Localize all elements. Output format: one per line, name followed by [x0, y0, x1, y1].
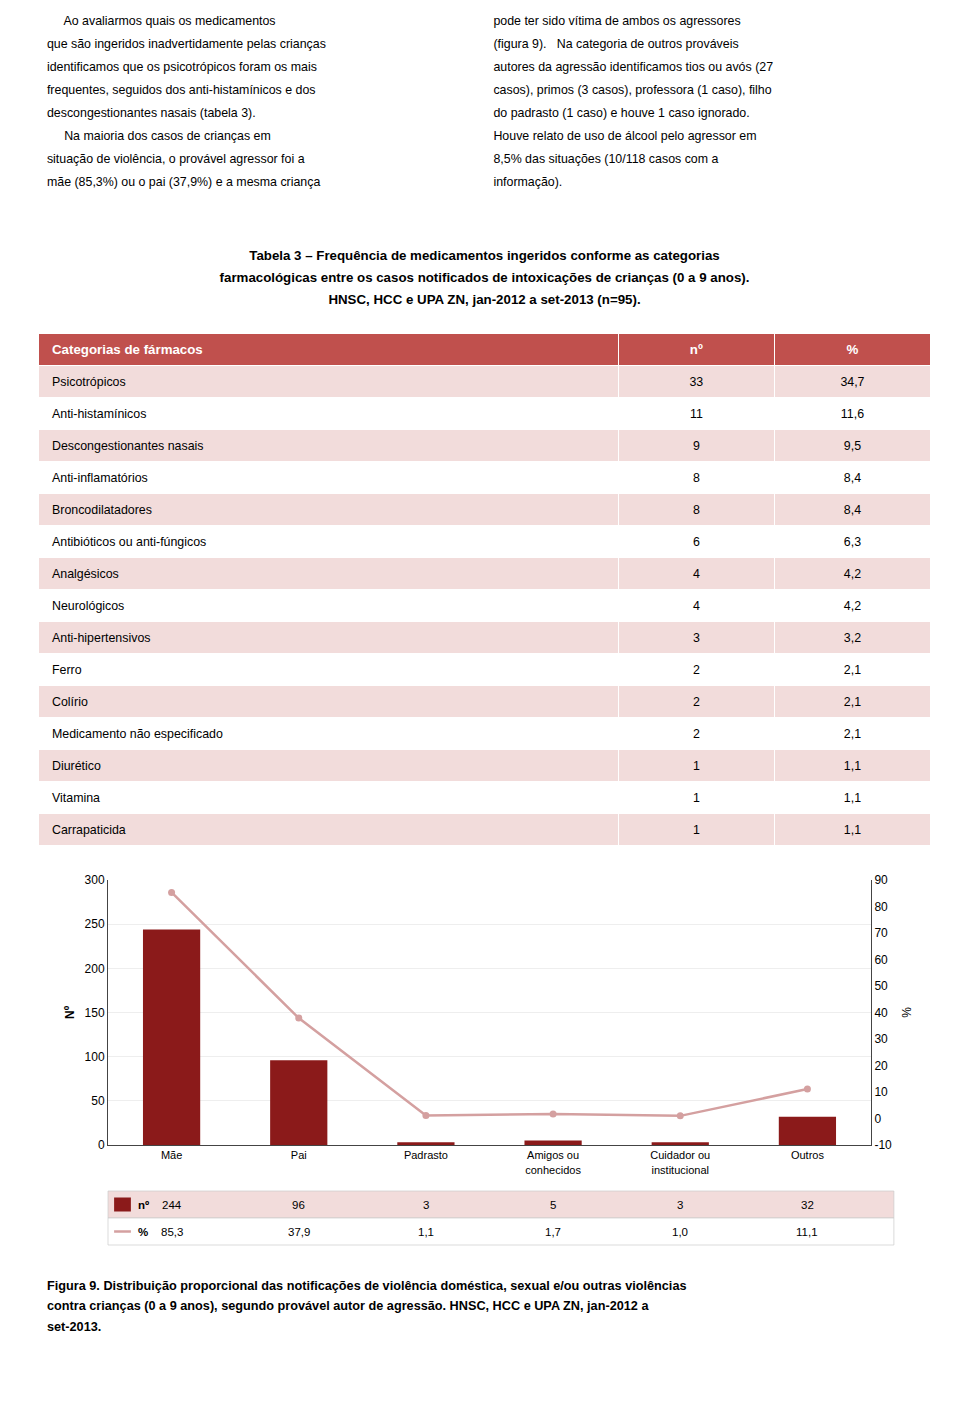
html-text:Vitamina: Vitamina [52, 790, 100, 805]
svg-text:30: 30 [874, 1032, 888, 1046]
html-text:Analgésicos: Analgésicos [52, 566, 119, 581]
html-text:8,4: 8,4 [843, 502, 862, 517]
svg-text:90: 90 [874, 873, 888, 887]
html-text:2,1: 2,1 [843, 726, 862, 741]
html-text:Anti-histamínicos: Anti-histamínicos [52, 406, 147, 421]
svg-text:Amigos ouconhecidos: Amigos ouconhecidos [525, 1149, 581, 1175]
html-text:2: 2 [692, 662, 700, 677]
svg-text:Nº: Nº [63, 1005, 77, 1019]
svg-text:1,0: 1,0 [672, 1226, 688, 1238]
html-text:2: 2 [692, 726, 700, 741]
svg-text:%: % [138, 1226, 148, 1238]
html-text:2,1: 2,1 [843, 662, 862, 677]
svg-text:5: 5 [550, 1199, 556, 1211]
html-text:6: 6 [692, 534, 700, 549]
html-text:nº: nº [689, 342, 703, 357]
html-text:34,7: 34,7 [840, 374, 865, 389]
html-text:Psicotrópicos: Psicotrópicos [52, 374, 126, 389]
html-text:2: 2 [692, 694, 700, 709]
svg-text:300: 300 [85, 873, 105, 887]
svg-text:50: 50 [91, 1094, 105, 1108]
svg-text:Padrasto: Padrasto [404, 1149, 448, 1161]
html-text:1,1: 1,1 [843, 790, 862, 805]
svg-text:70: 70 [874, 926, 888, 940]
svg-text:100: 100 [85, 1050, 105, 1064]
html-text:8,4: 8,4 [843, 470, 862, 485]
svg-text:11,1: 11,1 [796, 1226, 818, 1238]
html-text:Anti-inflamatórios: Anti-inflamatórios [52, 470, 148, 485]
html-text:Tabela 3 – Frequência de medic: Tabela 3 – Frequência de medicamentos in… [219, 248, 750, 307]
html-text:Carrapaticida: Carrapaticida [52, 822, 126, 837]
svg-text:-10: -10 [874, 1138, 892, 1152]
svg-text:%: % [900, 1007, 914, 1018]
html-text:11: 11 [689, 406, 703, 421]
html-text:Figura 9. Distribuição proporc: Figura 9. Distribuição proporcional das … [47, 1279, 687, 1334]
html-text:11,6: 11,6 [840, 406, 864, 421]
html-text:Anti-hipertensivos: Anti-hipertensivos [52, 630, 151, 645]
html-text:3: 3 [692, 630, 700, 645]
svg-text:3: 3 [423, 1199, 429, 1211]
svg-text:Mãe: Mãe [161, 1149, 182, 1161]
html-text:Medicamento não especificado: Medicamento não especificado [52, 726, 223, 741]
html-text:8: 8 [692, 502, 700, 517]
svg-text:32: 32 [801, 1199, 814, 1211]
svg-text:96: 96 [292, 1199, 305, 1211]
html-text:33: 33 [689, 374, 704, 389]
html-text:Diurético: Diurético [52, 758, 101, 773]
html-text:4: 4 [692, 598, 700, 613]
svg-text:200: 200 [85, 962, 105, 976]
svg-text:1,1: 1,1 [418, 1226, 434, 1238]
svg-text:Cuidador ouinstitucional: Cuidador ouinstitucional [650, 1149, 710, 1175]
html-text:9,5: 9,5 [843, 438, 862, 453]
html-text:6,3: 6,3 [843, 534, 862, 549]
svg-text:Outros: Outros [791, 1149, 825, 1161]
svg-text:1,7: 1,7 [545, 1226, 561, 1238]
html-text:pode ter sido vítima de ambos: pode ter sido vítima de ambos os agresso… [493, 14, 774, 189]
html-text:1: 1 [692, 758, 700, 773]
html-text:Neurológicos: Neurológicos [52, 598, 125, 613]
svg-text:10: 10 [874, 1085, 888, 1099]
html-text:1: 1 [692, 790, 700, 805]
html-text:Ferro: Ferro [52, 662, 82, 677]
svg-text:0: 0 [874, 1112, 881, 1126]
html-text:2,1: 2,1 [843, 694, 862, 709]
html-text:1,1: 1,1 [843, 758, 862, 773]
html-text:4: 4 [692, 566, 700, 581]
svg-text:85,3: 85,3 [161, 1226, 183, 1238]
svg-text:244: 244 [162, 1199, 182, 1211]
svg-text:37,9: 37,9 [288, 1226, 310, 1238]
html-text:4,2: 4,2 [843, 566, 862, 581]
html-text:Descongestionantes nasais: Descongestionantes nasais [52, 438, 204, 453]
html-text:1: 1 [692, 822, 700, 837]
html-text:3,2: 3,2 [843, 630, 862, 645]
svg-text:nº: nº [138, 1199, 149, 1211]
html-text:Broncodilatadores: Broncodilatadores [52, 502, 152, 517]
svg-text:0: 0 [98, 1138, 105, 1152]
html-text:4,2: 4,2 [843, 598, 862, 613]
svg-text:250: 250 [85, 917, 105, 931]
svg-text:3: 3 [677, 1199, 683, 1211]
html-text:Ao avaliarmos quais os medicam: Ao avaliarmos quais os medicamentos que … [46, 14, 326, 189]
html-text:Colírio: Colírio [52, 694, 88, 709]
svg-text:20: 20 [874, 1059, 888, 1073]
svg-text:40: 40 [874, 1006, 888, 1020]
svg-text:Pai: Pai [291, 1149, 307, 1161]
html-text:Categorias de fármacos: Categorias de fármacos [52, 342, 203, 357]
svg-text:150: 150 [85, 1006, 105, 1020]
html-text:8: 8 [692, 470, 700, 485]
html-text:1,1: 1,1 [843, 822, 862, 837]
html-text:Antibióticos ou anti-fúngicos: Antibióticos ou anti-fúngicos [52, 534, 207, 549]
html-text:9: 9 [692, 438, 700, 453]
svg-text:60: 60 [874, 953, 888, 967]
svg-text:50: 50 [874, 979, 888, 993]
svg-text:80: 80 [874, 900, 888, 914]
